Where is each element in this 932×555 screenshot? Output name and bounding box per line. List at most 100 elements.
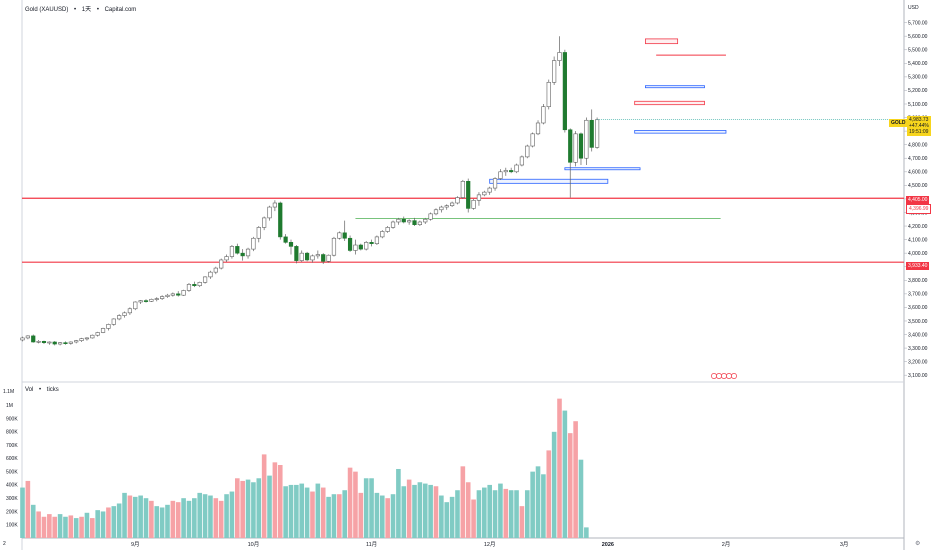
y-tick-label: 4,700.00 [908, 156, 928, 162]
volume-bar [535, 466, 541, 538]
candle-down [235, 246, 240, 254]
volume-bar [551, 431, 557, 538]
volume-bar [487, 484, 492, 538]
candle-up [251, 237, 256, 250]
candle-down [589, 119, 594, 148]
candle-down [52, 341, 57, 345]
volume-bar [106, 507, 111, 538]
candle-up [315, 254, 320, 257]
volume-bar [498, 483, 503, 538]
symbol-name[interactable]: Gold (XAUUSD) [25, 7, 69, 13]
y-tick-label: 3,200.00 [908, 359, 928, 365]
last-price: 4,983.73 [909, 117, 929, 123]
settings-icon[interactable]: ⚙ [915, 541, 921, 547]
volume-bar [256, 478, 262, 538]
candle-up [407, 220, 412, 223]
candle-down [578, 133, 584, 159]
candle-up [133, 301, 138, 310]
candle-down [283, 236, 288, 243]
candle-up [584, 119, 589, 159]
vol-tick-label: 300K [6, 496, 18, 502]
candle-up [245, 248, 251, 257]
event-marker-icon [721, 373, 727, 379]
volume-bar [390, 494, 396, 538]
candle-up [573, 133, 578, 163]
candle-down [288, 242, 294, 247]
candle-down [509, 170, 514, 173]
candle-up [326, 254, 331, 262]
volume-bar [36, 511, 41, 538]
candle-up [213, 267, 218, 273]
candle-up [364, 242, 369, 250]
volume-bar [202, 494, 208, 538]
candle-up [417, 221, 422, 225]
volume-bar [288, 484, 294, 538]
volume-bar [283, 486, 288, 538]
volume-bar [57, 514, 63, 538]
y-tick-label: 4,800.00 [908, 142, 928, 148]
volume-bar [449, 496, 455, 538]
volume-bar [41, 516, 47, 538]
volume-bar [277, 465, 283, 538]
x-tick-label: 2026 [602, 542, 614, 548]
candle-up [476, 194, 482, 201]
candle-up [449, 202, 455, 207]
volume-bar [358, 492, 364, 538]
candle-up [256, 227, 261, 239]
volume-bar [455, 490, 460, 538]
volume-bar [149, 500, 154, 538]
vol-tick-label: 800K [6, 430, 18, 436]
candle-down [347, 237, 353, 251]
candle-up [272, 202, 277, 208]
volume-bar [337, 494, 342, 538]
candle-up [552, 60, 557, 83]
y-tick-label: 5,200.00 [908, 88, 928, 94]
candle-up [106, 324, 111, 329]
candle-up [337, 232, 342, 239]
left-bottom-tag: 2 [3, 541, 6, 547]
price-axis-unit: USD [908, 5, 919, 11]
candle-up [90, 334, 95, 339]
volume-bar [20, 487, 25, 538]
x-tick-label: 9月 [131, 541, 140, 548]
vol-tick-label: 100K [6, 523, 18, 529]
volume-bar [567, 433, 573, 538]
candle-up [396, 218, 401, 223]
candle-down [278, 202, 283, 238]
zone-blue-2 [634, 130, 727, 134]
volume-bar [170, 500, 176, 538]
volume-bar [143, 498, 149, 538]
volume-bar [562, 410, 568, 538]
candle-down [321, 254, 326, 262]
volume-name[interactable]: Vol [25, 387, 34, 393]
candle-down [369, 242, 374, 244]
volume-legend: Vol • ticks [25, 387, 63, 393]
y-tick-label: 5,500.00 [908, 48, 928, 54]
bar-countdown: 19:51:09 [909, 129, 929, 135]
volume-bar [132, 496, 138, 538]
volume-bar [369, 478, 374, 538]
volume-bar [578, 459, 584, 538]
candle-up [439, 206, 444, 211]
volume-bar [299, 483, 305, 538]
y-tick-label: 5,100.00 [908, 102, 928, 108]
candle-up [530, 133, 535, 147]
volume-bar [79, 516, 84, 538]
volume-bar [326, 496, 331, 538]
interval-label[interactable]: 1天 [81, 7, 92, 13]
y-tick-label: 3,400.00 [908, 332, 928, 338]
candle-down [562, 52, 567, 131]
volume-bar [304, 487, 310, 538]
candle-up [487, 187, 492, 193]
vol-tick-label: 600K [6, 456, 18, 462]
candle-up [267, 206, 272, 219]
volume-bar [471, 499, 476, 538]
candle-up [390, 221, 396, 228]
y-tick-label: 3,600.00 [908, 305, 928, 311]
volume-bar [251, 482, 256, 538]
candle-up [535, 122, 541, 135]
volume-bar [412, 484, 417, 538]
volume-bar [310, 491, 315, 538]
y-tick-label: 4,500.00 [908, 183, 928, 189]
